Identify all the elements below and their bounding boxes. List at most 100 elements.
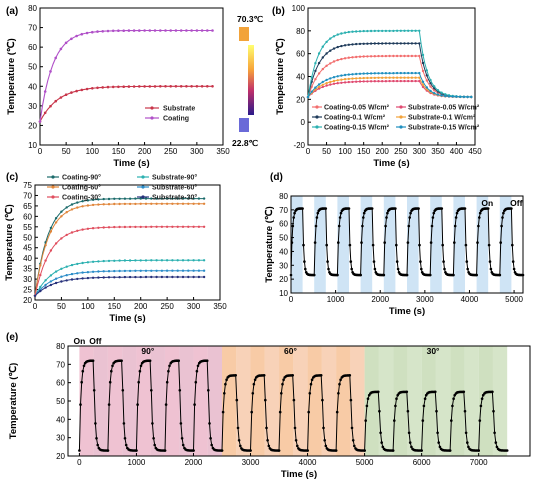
data-point — [79, 403, 82, 406]
y-tick-label: 60 — [296, 50, 305, 59]
plot-frame-c — [34, 184, 221, 301]
data-point — [337, 392, 340, 395]
data-point — [399, 29, 402, 32]
data-point — [314, 69, 317, 73]
data-point — [317, 85, 321, 89]
data-point — [366, 55, 369, 58]
y-tick-label: 40 — [56, 415, 65, 424]
data-point — [377, 80, 380, 83]
data-point — [455, 95, 458, 99]
data-point — [91, 87, 94, 90]
data-point — [453, 224, 457, 228]
x-tick-label: 1000 — [327, 295, 345, 304]
series-line — [34, 270, 205, 297]
data-point — [455, 211, 459, 215]
data-point — [336, 82, 339, 85]
data-point — [355, 77, 358, 80]
data-point — [223, 392, 226, 395]
data-point — [392, 79, 395, 83]
data-point — [340, 44, 343, 48]
data-point — [453, 241, 456, 244]
data-point — [338, 382, 341, 386]
data-point — [315, 216, 319, 219]
data-point — [143, 85, 146, 88]
data-point — [128, 197, 132, 200]
data-point — [362, 76, 365, 80]
data-point — [128, 259, 132, 262]
data-point — [81, 228, 84, 231]
data-point — [60, 210, 63, 213]
data-point — [192, 275, 195, 279]
data-point — [366, 72, 369, 75]
data-point — [132, 29, 136, 32]
data-point — [111, 85, 115, 89]
data-point — [197, 259, 201, 262]
data-point — [200, 85, 204, 88]
data-point — [107, 203, 111, 206]
group-angle-label: 90° — [141, 346, 154, 356]
data-point — [421, 419, 425, 422]
data-point — [54, 281, 58, 285]
data-point — [355, 55, 358, 59]
data-point — [393, 419, 396, 422]
data-point — [410, 42, 414, 45]
data-point — [348, 374, 352, 377]
data-point — [49, 274, 53, 277]
data-point — [332, 35, 336, 38]
data-point — [410, 54, 414, 58]
y-tick-label: 80 — [279, 192, 288, 201]
data-point — [151, 422, 154, 425]
data-point — [421, 53, 425, 57]
data-point — [405, 390, 409, 394]
data-point — [49, 280, 53, 283]
legend-label: Substrate-60° — [152, 184, 197, 192]
data-point — [296, 444, 299, 448]
data-point — [176, 269, 179, 272]
data-point — [382, 273, 386, 277]
data-point — [143, 29, 146, 32]
data-point — [414, 76, 417, 79]
data-point — [343, 78, 347, 81]
data-point — [49, 226, 53, 230]
data-point — [310, 76, 313, 79]
y-axis-label: Temperature (℃) — [6, 38, 17, 114]
data-point — [91, 198, 95, 201]
series-c-4 — [33, 225, 206, 297]
data-point — [211, 85, 214, 88]
data-point — [206, 85, 209, 88]
data-point — [325, 82, 328, 85]
data-point — [462, 95, 466, 99]
series-c-0 — [33, 197, 206, 297]
data-point — [106, 85, 110, 89]
data-point — [44, 244, 47, 247]
data-point — [70, 208, 74, 211]
data-point — [442, 260, 445, 263]
data-point — [381, 42, 384, 45]
data-point — [181, 197, 185, 200]
data-point — [362, 211, 366, 215]
data-point — [171, 202, 174, 205]
data-point — [399, 71, 402, 75]
y-tick-label: 75 — [23, 181, 32, 190]
y-tick-label: 50 — [279, 234, 288, 243]
data-point — [291, 374, 295, 377]
data-point — [96, 30, 99, 33]
legend-marker — [141, 175, 145, 179]
data-point — [148, 359, 152, 363]
data-point — [144, 259, 148, 262]
y-tick-label: 70 — [28, 24, 37, 33]
data-point — [167, 369, 170, 373]
data-point — [106, 449, 110, 452]
series-c-1 — [33, 259, 206, 297]
data-point — [302, 243, 305, 247]
y-tick-label: 25 — [23, 286, 32, 295]
data-point — [343, 73, 347, 77]
data-point — [171, 225, 174, 228]
data-point — [337, 224, 341, 228]
y-tick-label: 60 — [279, 220, 288, 229]
data-point — [132, 85, 136, 88]
data-point — [138, 369, 142, 373]
data-point — [91, 260, 95, 263]
data-point — [107, 276, 111, 279]
data-point — [70, 91, 73, 94]
